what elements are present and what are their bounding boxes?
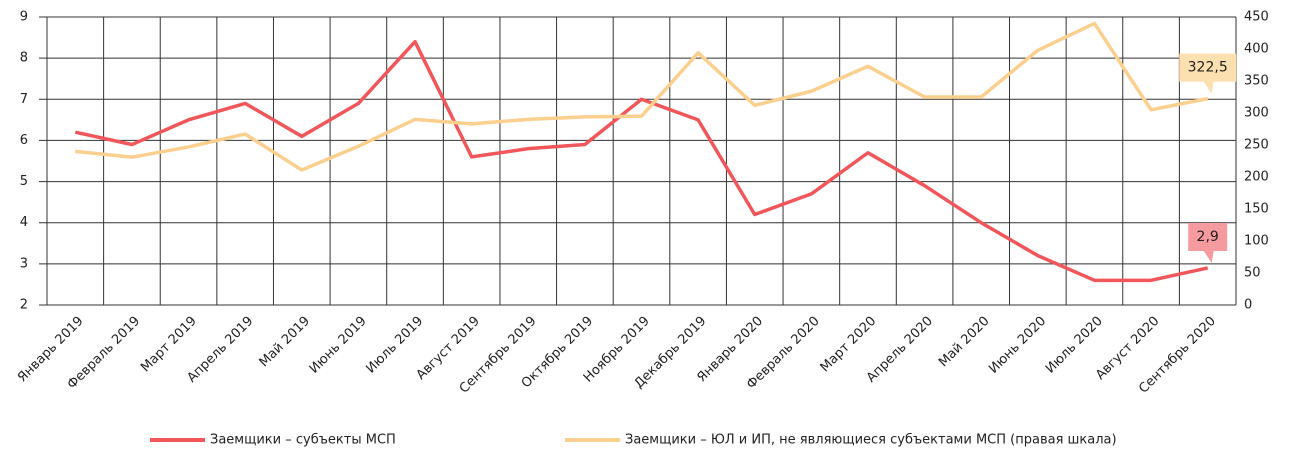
legend-label: Заемщики – ЮЛ и ИП, не являющиеся субъек… xyxy=(625,433,1117,448)
y-tick-label: 7 xyxy=(20,92,28,107)
y2-tick-label: 0 xyxy=(1244,298,1252,313)
x-tick-label: Май 2020 xyxy=(936,314,992,370)
y-tick-label: 6 xyxy=(20,133,28,148)
x-tick-label: Июль 2020 xyxy=(1043,314,1106,377)
series-line xyxy=(74,39,1209,283)
x-tick-label: Июнь 2020 xyxy=(986,314,1049,377)
y2-tick-label: 450 xyxy=(1244,10,1269,25)
value-label-box xyxy=(1188,222,1228,263)
value-label: 322,5 xyxy=(1188,60,1228,76)
y2-tick-label: 350 xyxy=(1244,74,1269,89)
y-tick-label: 9 xyxy=(20,10,28,25)
y2-tick-label: 100 xyxy=(1244,234,1269,249)
y2-tick-label: 50 xyxy=(1244,266,1261,281)
y-tick-label: 3 xyxy=(20,256,28,271)
y-tick-label: 8 xyxy=(20,51,28,66)
value-label: 2,9 xyxy=(1197,229,1219,245)
series-line xyxy=(75,21,1209,172)
y2-tick-label: 300 xyxy=(1244,106,1269,121)
y2-tick-label: 400 xyxy=(1244,42,1269,57)
value-label-box xyxy=(1179,53,1237,94)
y-tick-label: 4 xyxy=(20,215,28,230)
x-tick-label: Май 2019 xyxy=(257,314,313,370)
y2-tick-label: 200 xyxy=(1244,170,1269,185)
legend-label: Заемщики – субъекты МСП xyxy=(210,433,396,448)
x-tick-label: Июль 2019 xyxy=(363,314,426,377)
y-tick-label: 2 xyxy=(20,298,28,313)
x-tick-label: Март 2019 xyxy=(138,314,200,376)
y2-tick-label: 250 xyxy=(1244,138,1269,153)
y2-tick-label: 150 xyxy=(1244,202,1269,217)
x-tick-label: Март 2020 xyxy=(818,314,880,376)
x-tick-label: Июнь 2019 xyxy=(307,314,370,377)
y-tick-label: 5 xyxy=(20,174,28,189)
